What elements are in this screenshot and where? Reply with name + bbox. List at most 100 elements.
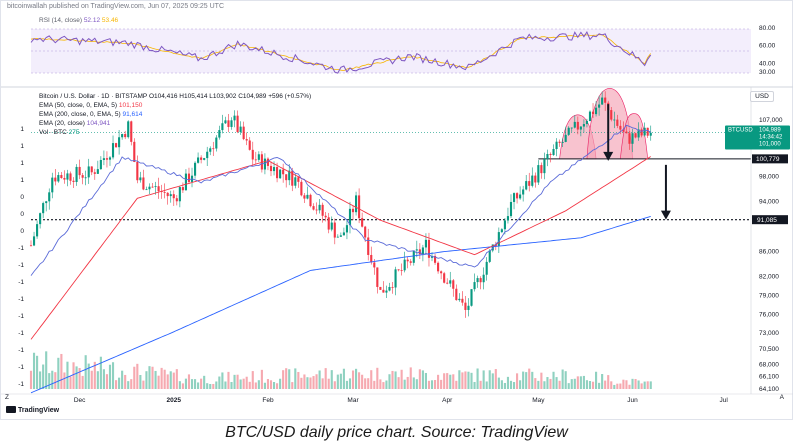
volume-bar — [166, 374, 169, 389]
volume-bar — [184, 378, 187, 389]
volume-bar — [96, 371, 99, 389]
volume-bar — [646, 381, 649, 389]
volume-bar — [452, 374, 455, 389]
volume-legend[interactable]: Vol · BTC 275 — [39, 129, 311, 138]
time-tick-label: 2025 — [167, 397, 182, 404]
volume-bar — [288, 369, 291, 389]
candle-body — [282, 169, 285, 175]
candle-body — [552, 149, 555, 156]
volume-bar — [437, 374, 440, 389]
candle-body — [60, 175, 63, 178]
volume-bar — [607, 375, 610, 389]
price-chart[interactable]: 107,000 98,000 94,000 86,000 82,000 79,000 76,… — [1, 1, 793, 421]
volume-bar — [282, 370, 285, 389]
candle-body — [394, 269, 397, 288]
price-tick-label: 98,000 — [759, 173, 779, 180]
candle-body — [272, 167, 276, 172]
candle-body — [212, 148, 215, 150]
candle-body — [32, 236, 36, 246]
price-tick-label: 66,100 — [759, 373, 779, 380]
volume-bar — [75, 366, 78, 389]
left-tick-label: -1 — [18, 296, 24, 303]
volume-bar — [315, 374, 318, 389]
volume-bar — [236, 374, 239, 389]
volume-bar — [443, 373, 446, 389]
volume-bar — [446, 373, 449, 389]
left-tick-label: 1 — [20, 143, 24, 150]
badge-symbol: BTCUSD — [728, 127, 753, 133]
candle-body — [342, 232, 345, 236]
candle-body — [455, 288, 458, 301]
volume-bar — [81, 375, 84, 389]
volume-bar — [154, 370, 157, 389]
candle-body — [279, 169, 282, 179]
volume-bar — [585, 380, 589, 389]
volume-bar — [78, 368, 81, 389]
neckline-badge-bg — [752, 154, 788, 164]
volume-bar — [467, 371, 470, 389]
volume-bar — [370, 370, 373, 389]
volume-bar — [321, 378, 324, 389]
price-tick-label: 107,000 — [759, 117, 783, 124]
candle-body — [348, 208, 352, 226]
volume-bar — [333, 381, 336, 389]
candle-body — [327, 217, 330, 230]
volume-bar — [254, 382, 257, 389]
candle-body — [516, 193, 519, 199]
tradingview-logo[interactable]: TradingView — [6, 406, 59, 414]
candle-body — [111, 143, 115, 158]
volume-bar — [285, 368, 288, 389]
candle-body — [512, 193, 516, 202]
volume-bar — [206, 383, 209, 389]
price-tick-label: 79,000 — [759, 293, 779, 300]
volume-bar — [175, 369, 178, 389]
candle-body — [470, 289, 473, 306]
volume-bar — [151, 366, 154, 389]
candle-body — [276, 167, 279, 179]
candle-body — [197, 157, 200, 163]
candle-body — [200, 157, 203, 160]
candle-body — [397, 269, 400, 271]
time-axis[interactable]: Dec 2025 Feb Mar Apr May Jun Jul — [74, 397, 729, 404]
candle-body — [45, 201, 48, 204]
price-tick-label: 94,000 — [759, 198, 779, 205]
candle-body — [345, 225, 349, 233]
volume-bar — [351, 370, 355, 389]
volume-bar — [336, 374, 339, 389]
badge-bg — [725, 125, 790, 150]
candle-body — [54, 177, 57, 182]
volume-value: 275 — [68, 129, 80, 136]
auto-scale-button[interactable]: A — [779, 394, 784, 401]
volume-bar — [294, 368, 297, 389]
candle-body — [622, 129, 625, 132]
candle-body — [625, 131, 628, 134]
volume-bar — [45, 351, 48, 389]
time-tick-label: Jun — [627, 397, 638, 404]
volume-bar — [582, 375, 585, 389]
candle-body — [181, 187, 184, 191]
candle-body — [151, 186, 154, 188]
volume-bar — [543, 381, 546, 389]
candle-body — [285, 174, 288, 181]
volume-bar — [48, 373, 51, 389]
currency-button[interactable]: USD — [750, 91, 774, 102]
symbol-title[interactable]: Bitcoin / U.S. Dollar · 1D · BITSTAMP — [39, 93, 148, 100]
ema20-legend[interactable]: EMA (20, close) 104,941 — [39, 120, 311, 129]
ema200-legend[interactable]: EMA (200, close, 0, EMA, 5) 91,614 — [39, 111, 311, 120]
candle-body — [157, 186, 160, 192]
candle-body — [184, 173, 187, 191]
candle-body — [269, 165, 273, 172]
volume-bar — [409, 367, 412, 389]
left-tick-label: 1 — [20, 126, 24, 133]
candle-body — [385, 290, 388, 293]
volume-bar — [251, 371, 254, 389]
volume-bar — [567, 383, 570, 389]
price-axis[interactable]: 107,000 98,000 94,000 86,000 82,000 79,000 76,… — [759, 117, 783, 393]
candle-body — [458, 298, 461, 301]
volume-bar — [121, 370, 124, 389]
ema50-legend[interactable]: EMA (50, close, 0, EMA, 5) 101,150 — [39, 102, 311, 111]
candle-body — [525, 181, 528, 190]
candle-body — [336, 236, 339, 238]
price-tick-label: 76,000 — [759, 311, 779, 318]
volume-bar — [148, 366, 151, 389]
